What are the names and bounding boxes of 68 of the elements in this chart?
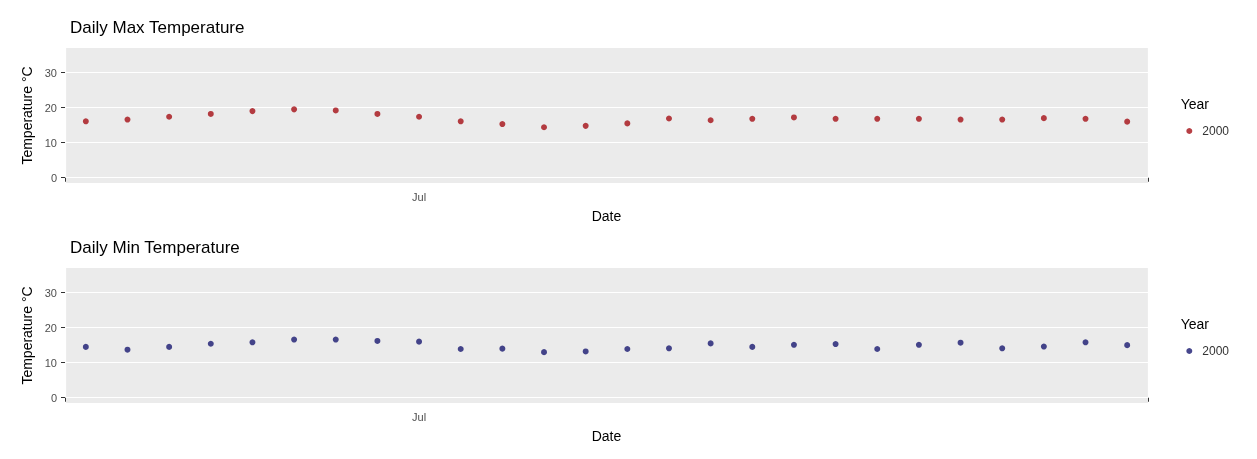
- point: [624, 346, 631, 352]
- point: [499, 121, 506, 128]
- y-axis-title: Temperature °C: [18, 286, 35, 385]
- y-tick-label: 20: [44, 101, 57, 114]
- point: [416, 113, 423, 120]
- point: [457, 118, 464, 125]
- point: [207, 110, 214, 117]
- point: [82, 118, 89, 125]
- point: [207, 340, 214, 347]
- y-tick-label: 0: [50, 171, 57, 184]
- point: [790, 114, 797, 121]
- point: [541, 124, 548, 131]
- x-tick-label: Jul: [412, 410, 427, 423]
- y-tick-label: 0: [50, 391, 57, 404]
- chart-title: Daily Max Temperature: [70, 18, 245, 37]
- point: [291, 336, 298, 343]
- point: [249, 108, 256, 115]
- point: [1082, 115, 1089, 122]
- point: [624, 120, 631, 127]
- point: [999, 116, 1006, 123]
- point: [999, 345, 1006, 352]
- point: [374, 337, 381, 344]
- point: [124, 116, 131, 123]
- x-axis-title: Date: [591, 428, 622, 444]
- point: [416, 338, 423, 345]
- point: [541, 349, 548, 356]
- x-axis-title: Date: [591, 208, 622, 224]
- point: [249, 339, 256, 346]
- point: [582, 348, 589, 355]
- point: [832, 115, 839, 122]
- point: [832, 341, 839, 348]
- point: [374, 110, 381, 117]
- point: [166, 343, 173, 350]
- legend-label: 2000: [1202, 124, 1230, 138]
- point: [582, 122, 589, 129]
- y-tick-label: 30: [44, 286, 57, 299]
- point: [665, 345, 672, 352]
- y-tick-label: 20: [44, 321, 57, 334]
- point: [957, 116, 964, 123]
- point: [707, 117, 714, 124]
- point: [1124, 118, 1131, 125]
- point: [291, 106, 298, 113]
- point: [665, 115, 672, 122]
- point: [915, 341, 922, 348]
- point: [1040, 115, 1047, 122]
- point: [874, 346, 881, 352]
- point: [915, 115, 922, 122]
- point: [874, 115, 881, 122]
- point: [457, 346, 464, 352]
- y-axis-title: Temperature °C: [18, 66, 35, 165]
- point: [332, 107, 339, 114]
- y-tick-label: 10: [44, 356, 57, 369]
- point: [707, 340, 714, 347]
- point: [790, 341, 797, 348]
- point: [1124, 342, 1131, 349]
- legend-title: Year: [1180, 316, 1210, 332]
- legend-label: 2000: [1202, 344, 1230, 358]
- y-tick-label: 30: [44, 66, 57, 79]
- point: [499, 345, 506, 352]
- point: [749, 115, 756, 122]
- chart-title: Daily Min Temperature: [70, 238, 240, 257]
- legend-title: Year: [1180, 96, 1210, 112]
- point: [1040, 343, 1047, 350]
- x-tick-label: Jul: [412, 190, 427, 203]
- point: [166, 113, 173, 120]
- point: [749, 343, 756, 350]
- y-tick-label: 10: [44, 136, 57, 149]
- point: [82, 343, 89, 350]
